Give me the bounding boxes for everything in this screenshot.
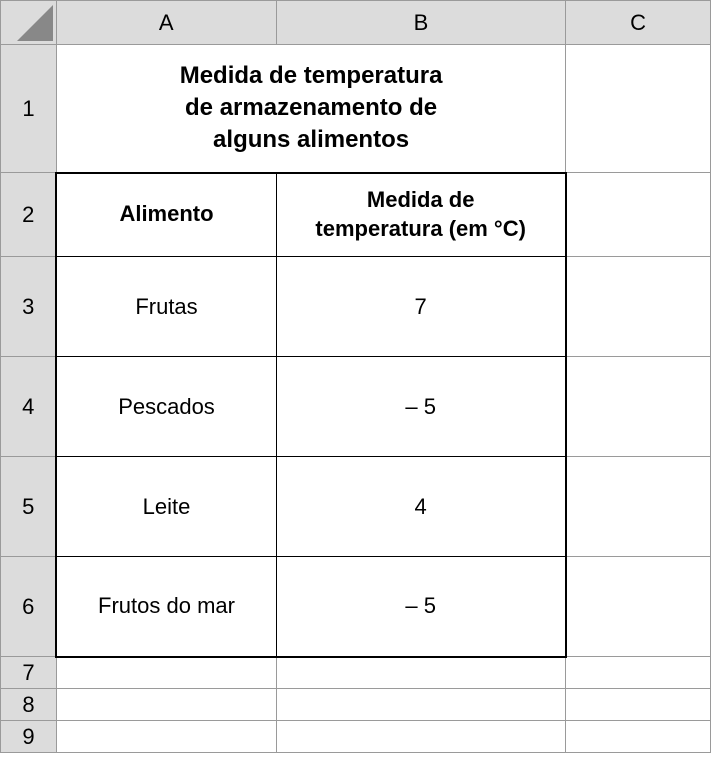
cell-b3[interactable]: 7 — [276, 257, 566, 357]
spreadsheet-grid: A B C 1 Medida de temperatura de armazen… — [0, 0, 711, 753]
title-line2: de armazenamento de — [185, 94, 437, 121]
cell-b8[interactable] — [276, 689, 566, 721]
cell-b4[interactable]: – 5 — [276, 357, 566, 457]
row-4: 4 Pescados – 5 — [1, 357, 711, 457]
corner-triangle-icon — [17, 5, 53, 41]
row-header-9[interactable]: 9 — [1, 721, 57, 753]
cell-a4[interactable]: Pescados — [56, 357, 276, 457]
cell-title-merged[interactable]: Medida de temperatura de armazenamento d… — [56, 45, 565, 173]
cell-a5[interactable]: Leite — [56, 457, 276, 557]
row-header-8[interactable]: 8 — [1, 689, 57, 721]
row-5: 5 Leite 4 — [1, 457, 711, 557]
cell-c4[interactable] — [566, 357, 711, 457]
row-3: 3 Frutas 7 — [1, 257, 711, 357]
column-header-c[interactable]: C — [566, 1, 711, 45]
row-7: 7 — [1, 657, 711, 689]
row-header-7[interactable]: 7 — [1, 657, 57, 689]
row-header-2[interactable]: 2 — [1, 173, 57, 257]
row-header-1[interactable]: 1 — [1, 45, 57, 173]
header-alimento: Alimento — [119, 201, 213, 226]
cell-b6[interactable]: – 5 — [276, 557, 566, 657]
row-9: 9 — [1, 721, 711, 753]
cell-c2[interactable] — [566, 173, 711, 257]
cell-c7[interactable] — [566, 657, 711, 689]
row-header-5[interactable]: 5 — [1, 457, 57, 557]
row-8: 8 — [1, 689, 711, 721]
title-line1: Medida de temperatura — [180, 62, 443, 89]
cell-a9[interactable] — [56, 721, 276, 753]
cell-c5[interactable] — [566, 457, 711, 557]
cell-a3[interactable]: Frutas — [56, 257, 276, 357]
cell-b9[interactable] — [276, 721, 566, 753]
cell-c6[interactable] — [566, 557, 711, 657]
header-medida-line1: Medida de — [367, 187, 475, 212]
cell-a2[interactable]: Alimento — [56, 173, 276, 257]
column-header-a[interactable]: A — [56, 1, 276, 45]
cell-b5[interactable]: 4 — [276, 457, 566, 557]
cell-a8[interactable] — [56, 689, 276, 721]
cell-a7[interactable] — [56, 657, 276, 689]
row-header-4[interactable]: 4 — [1, 357, 57, 457]
row-2: 2 Alimento Medida de temperatura (em °C) — [1, 173, 711, 257]
header-medida-line2: temperatura (em °C) — [315, 216, 526, 241]
column-header-row: A B C — [1, 1, 711, 45]
column-header-b[interactable]: B — [276, 1, 566, 45]
row-6: 6 Frutos do mar – 5 — [1, 557, 711, 657]
row-1: 1 Medida de temperatura de armazenamento… — [1, 45, 711, 173]
cell-c9[interactable] — [566, 721, 711, 753]
row-header-3[interactable]: 3 — [1, 257, 57, 357]
cell-c8[interactable] — [566, 689, 711, 721]
cell-a6[interactable]: Frutos do mar — [56, 557, 276, 657]
cell-b7[interactable] — [276, 657, 566, 689]
select-all-corner[interactable] — [1, 1, 57, 45]
cell-c3[interactable] — [566, 257, 711, 357]
cell-c1[interactable] — [566, 45, 711, 173]
cell-b2[interactable]: Medida de temperatura (em °C) — [276, 173, 566, 257]
row-header-6[interactable]: 6 — [1, 557, 57, 657]
title-line3: alguns alimentos — [213, 126, 409, 153]
